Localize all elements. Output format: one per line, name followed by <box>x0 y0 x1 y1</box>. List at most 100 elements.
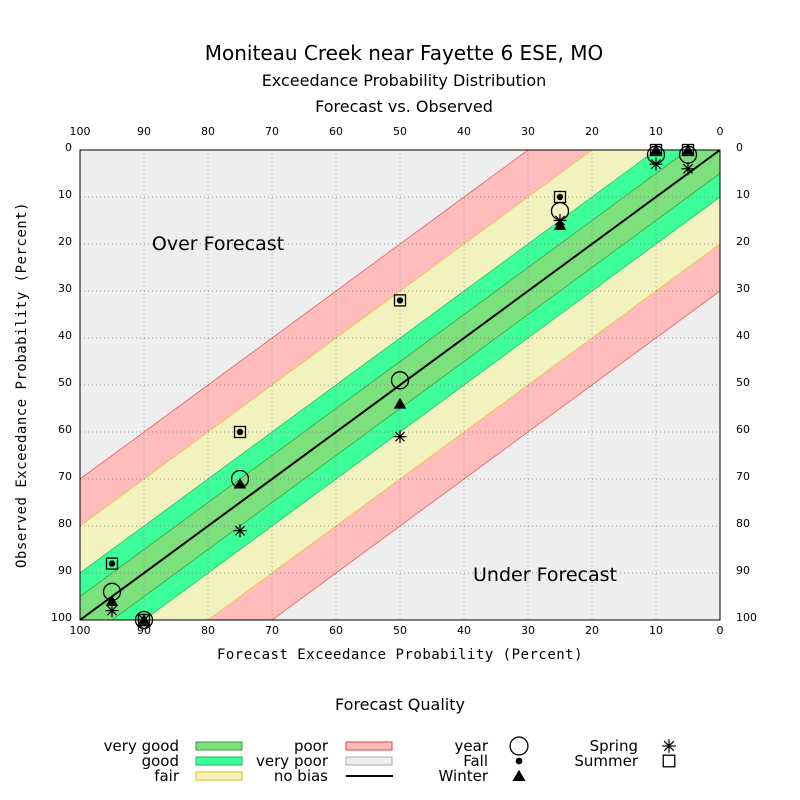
y-tick-left-100: 100 <box>51 611 72 624</box>
legend-marker-summer <box>662 754 676 768</box>
plot-frame <box>79 149 721 621</box>
spring-marker-3 <box>393 430 407 444</box>
summer-marker-2 <box>233 425 247 439</box>
winter-marker-6 <box>681 144 695 155</box>
fall-marker-3 <box>396 297 404 304</box>
legend-label-good: good <box>142 752 179 770</box>
y-tick-right-10: 10 <box>736 188 750 201</box>
y-axis-label: Observed Exceedance Probability (Percent… <box>14 202 30 568</box>
y-tick-left-80: 80 <box>58 517 72 530</box>
y-tick-left-30: 30 <box>58 282 72 295</box>
x-tick-top-60: 60 <box>329 125 343 138</box>
spring-marker-6 <box>681 162 695 176</box>
x-tick-bottom-10: 10 <box>649 624 663 637</box>
fall-marker-0 <box>108 560 116 567</box>
y-tick-right-20: 20 <box>736 235 750 248</box>
y-tick-right-90: 90 <box>736 564 750 577</box>
x-tick-bottom-60: 60 <box>329 624 343 637</box>
x-tick-top-80: 80 <box>201 125 215 138</box>
x-tick-top-30: 30 <box>521 125 535 138</box>
legend-marker-fall <box>515 757 523 765</box>
legend-label-fall: Fall <box>463 752 488 770</box>
y-tick-right-60: 60 <box>736 423 750 436</box>
x-tick-top-10: 10 <box>649 125 663 138</box>
legend-label-poor: poor <box>294 737 329 755</box>
summer-marker-4 <box>553 190 567 204</box>
legend-label-very-poor: very poor <box>256 752 329 770</box>
chart-title: Moniteau Creek near Fayette 6 ESE, MO <box>205 41 603 65</box>
winter-marker-2 <box>233 477 247 489</box>
series-winter <box>105 144 695 625</box>
legend-label-no-bias: no bias <box>274 767 328 785</box>
x-tick-top-40: 40 <box>457 125 471 138</box>
fall-marker-4 <box>556 193 564 201</box>
winter-marker-5 <box>649 144 663 155</box>
x-tick-bottom-70: 70 <box>265 624 279 637</box>
year-marker-3 <box>390 371 410 390</box>
legend-marker-year <box>509 736 529 756</box>
chart-subtitle-2: Forecast vs. Observed <box>315 97 493 116</box>
spring-marker-0-stroke <box>106 605 118 616</box>
x-tick-top-0: 0 <box>717 125 724 138</box>
data-markers <box>102 143 698 630</box>
legend-marker-winter <box>512 769 526 782</box>
legend-swatch-very-poor <box>345 756 393 766</box>
y-tick-right-30: 30 <box>736 282 750 295</box>
x-tick-top-20: 20 <box>585 125 599 138</box>
y-tick-left-0: 0 <box>65 141 72 154</box>
y-tick-left-60: 60 <box>58 423 72 436</box>
legend-marker-spring-stroke <box>663 740 675 752</box>
spring-marker-2-stroke <box>234 525 246 536</box>
y-tick-right-80: 80 <box>736 517 750 530</box>
spring-marker-1-stroke <box>138 614 150 626</box>
y-tick-right-70: 70 <box>736 470 750 483</box>
y-tick-right-40: 40 <box>736 329 750 342</box>
year-marker-1 <box>134 610 154 630</box>
x-tick-bottom-80: 80 <box>201 624 215 637</box>
spring-marker-0 <box>105 604 119 618</box>
x-tick-top-70: 70 <box>265 125 279 138</box>
x-tick-bottom-0: 0 <box>717 624 724 637</box>
legend-label-summer: Summer <box>574 752 638 770</box>
summer-marker-3 <box>393 294 407 307</box>
legend-label-spring: Spring <box>590 737 638 755</box>
x-tick-top-50: 50 <box>393 125 407 138</box>
region-label-over: Over Forecast <box>152 233 284 255</box>
spring-marker-1 <box>137 613 151 627</box>
region-label-under: Under Forecast <box>473 564 617 586</box>
x-tick-top-90: 90 <box>137 125 151 138</box>
legend-marker-spring <box>662 739 676 753</box>
winter-marker-3 <box>393 397 407 409</box>
legend-label-very-good: very good <box>104 737 179 755</box>
y-tick-left-90: 90 <box>58 564 72 577</box>
y-tick-left-20: 20 <box>58 235 72 248</box>
x-axis-label: Forecast Exceedance Probability (Percent… <box>217 647 583 663</box>
y-tick-right-0: 0 <box>736 141 743 154</box>
x-tick-bottom-50: 50 <box>393 624 407 637</box>
x-tick-bottom-100: 100 <box>70 624 91 637</box>
x-tick-top-100: 100 <box>70 125 91 138</box>
y-tick-right-50: 50 <box>736 376 750 389</box>
x-tick-bottom-20: 20 <box>585 624 599 637</box>
summer-marker-0 <box>105 557 119 570</box>
no-bias-line <box>79 149 721 621</box>
x-tick-bottom-40: 40 <box>457 624 471 637</box>
chart-subtitle-1: Exceedance Probability Distribution <box>262 71 547 90</box>
fall-marker-2 <box>236 428 244 436</box>
y-tick-left-10: 10 <box>58 188 72 201</box>
spring-marker-6-stroke <box>682 163 694 174</box>
x-tick-bottom-30: 30 <box>521 624 535 637</box>
y-tick-left-40: 40 <box>58 329 72 342</box>
spring-marker-4-stroke <box>554 215 566 226</box>
legend-swatch-good <box>195 756 243 766</box>
legend-swatch-poor <box>345 741 393 751</box>
y-tick-left-50: 50 <box>58 376 72 389</box>
spring-marker-2 <box>233 524 247 538</box>
legend-label-year: year <box>455 737 489 755</box>
y-tick-right-100: 100 <box>736 611 757 624</box>
legend-label-winter: Winter <box>439 767 489 785</box>
spring-marker-5-stroke <box>650 159 662 170</box>
